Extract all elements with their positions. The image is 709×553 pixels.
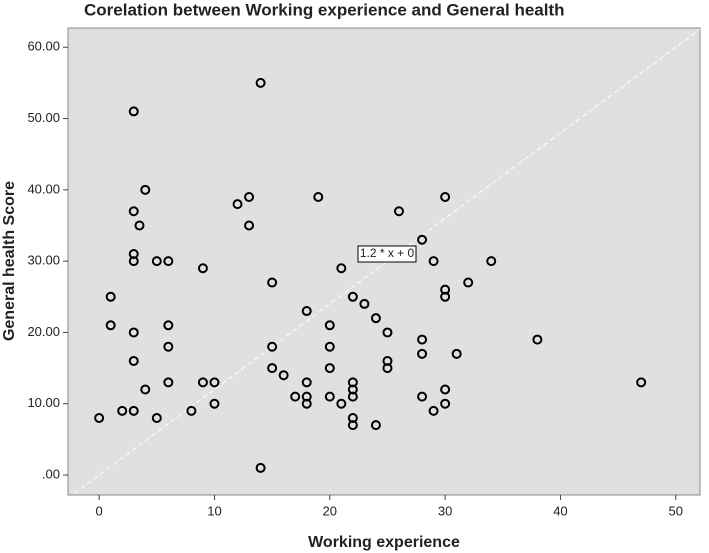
- point: [267, 277, 278, 288]
- x-tick-label: 30: [438, 503, 452, 518]
- point: [428, 256, 439, 267]
- point: [486, 256, 497, 267]
- point: [428, 405, 439, 416]
- reference-label-box: [357, 245, 417, 263]
- point: [163, 341, 174, 352]
- x-axis-title: Working experience: [308, 534, 460, 551]
- point: [105, 320, 116, 331]
- point: [382, 363, 393, 374]
- point: [255, 77, 266, 88]
- point: [244, 220, 255, 231]
- point: [636, 377, 647, 388]
- point: [324, 320, 335, 331]
- point: [359, 298, 370, 309]
- point: [324, 391, 335, 402]
- point: [451, 348, 462, 359]
- point: [128, 256, 139, 267]
- point: [151, 256, 162, 267]
- reference-label-text: 1.2 * x + 0: [360, 246, 415, 260]
- y-tick-label: .00: [42, 466, 60, 481]
- point: [140, 384, 151, 395]
- point: [440, 191, 451, 202]
- point: [232, 199, 243, 210]
- reference-line: [71, 28, 700, 495]
- point: [163, 377, 174, 388]
- point: [255, 462, 266, 473]
- point: [128, 327, 139, 338]
- point: [186, 405, 197, 416]
- point: [267, 341, 278, 352]
- point: [393, 206, 404, 217]
- reference-label: 1.2 * x + 0: [357, 245, 417, 263]
- point: [134, 220, 145, 231]
- point: [151, 412, 162, 423]
- point: [336, 263, 347, 274]
- point: [532, 334, 543, 345]
- point: [209, 398, 220, 409]
- y-axis-title: General health Score: [1, 181, 18, 341]
- point: [440, 384, 451, 395]
- point: [290, 391, 301, 402]
- point: [370, 420, 381, 431]
- point: [417, 348, 428, 359]
- y-tick-label: 40.00: [27, 181, 60, 196]
- y-tick-label: 60.00: [27, 39, 60, 54]
- point: [417, 234, 428, 245]
- point: [301, 398, 312, 409]
- point: [463, 277, 474, 288]
- point: [117, 405, 128, 416]
- point: [370, 313, 381, 324]
- point: [278, 370, 289, 381]
- x-tick-label: 50: [669, 503, 683, 518]
- point: [301, 377, 312, 388]
- point: [128, 355, 139, 366]
- point: [128, 106, 139, 117]
- point: [313, 191, 324, 202]
- point: [267, 363, 278, 374]
- point: [347, 420, 358, 431]
- y-tick-label: 10.00: [27, 395, 60, 410]
- x-tick-label: 10: [207, 503, 221, 518]
- point: [128, 405, 139, 416]
- point: [209, 377, 220, 388]
- point: [244, 191, 255, 202]
- point: [382, 327, 393, 338]
- point: [128, 206, 139, 217]
- point: [347, 291, 358, 302]
- point: [440, 398, 451, 409]
- x-tick-label: 0: [96, 503, 103, 518]
- point: [163, 320, 174, 331]
- point: [197, 377, 208, 388]
- y-tick-label: 20.00: [27, 324, 60, 339]
- point: [105, 291, 116, 302]
- point: [417, 391, 428, 402]
- point: [347, 391, 358, 402]
- point: [417, 334, 428, 345]
- point: [336, 398, 347, 409]
- point: [94, 412, 105, 423]
- point: [324, 363, 335, 374]
- point: [163, 256, 174, 267]
- y-tick-label: 30.00: [27, 253, 60, 268]
- x-tick-label: 40: [553, 503, 567, 518]
- point: [440, 291, 451, 302]
- y-tick-label: 50.00: [27, 110, 60, 125]
- point: [301, 306, 312, 317]
- x-tick-label: 20: [323, 503, 337, 518]
- point: [140, 184, 151, 195]
- chart-title: Corelation between Working experience an…: [84, 0, 565, 19]
- point: [197, 263, 208, 274]
- point: [324, 341, 335, 352]
